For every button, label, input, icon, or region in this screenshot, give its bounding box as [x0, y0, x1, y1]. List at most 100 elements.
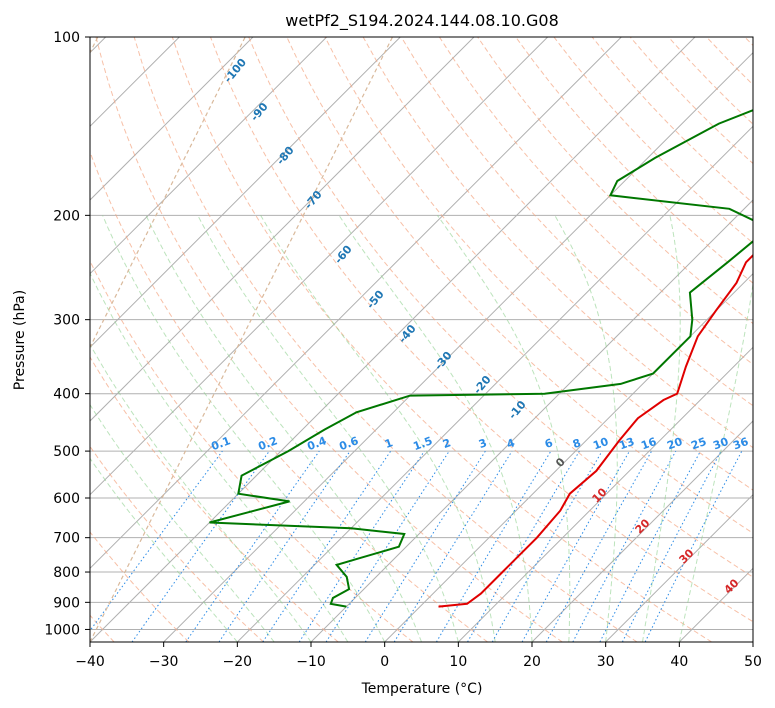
isotherm: [384, 272, 753, 642]
x-tick-label: 40: [670, 654, 688, 670]
mixing-ratio-label: 2: [441, 436, 453, 451]
x-tick-label: −30: [149, 654, 179, 670]
y-tick-label: 500: [53, 444, 80, 460]
moist-adiabat-label: 10: [590, 485, 610, 505]
dry-adiabat-label: -80: [274, 144, 297, 168]
y-tick-label: 400: [53, 387, 80, 403]
y-axis-ticks: 100 200 300 400 500 600 700 800 900 1000: [44, 30, 90, 638]
mixing-ratio-line: [131, 450, 270, 642]
x-tick-label: 50: [744, 654, 762, 670]
series-line-0: [438, 253, 753, 608]
mixing-ratio-line: [298, 450, 425, 642]
isotherm: [90, 37, 254, 201]
mixing-ratio-line: [185, 450, 320, 642]
x-tick-label: 10: [449, 654, 467, 670]
dry-adiabat-label: -70: [302, 188, 325, 212]
dry-adiabat: [438, 37, 753, 366]
mixing-ratio-line: [572, 450, 677, 642]
mixing-ratio-label: 16: [639, 435, 658, 453]
x-tick-label: 30: [597, 654, 615, 670]
mixing-ratio-label: 25: [689, 435, 708, 452]
isotherm: [90, 37, 696, 642]
x-axis-label: Temperature (°C): [361, 681, 483, 697]
chart-title: wetPf2_S194.2024.144.08.10.G08: [285, 11, 559, 31]
series-line-1: [209, 109, 753, 608]
mixing-ratio-label: 13: [617, 435, 636, 452]
dry-adiabat: [400, 37, 753, 407]
dry-adiabat-label: -10: [506, 398, 529, 422]
mixing-ratio-label: 1: [383, 436, 395, 451]
plot-frame: [89, 36, 754, 643]
moist-adiabat: [197, 215, 459, 642]
mixing-ratio-label: 36: [731, 435, 750, 453]
y-tick-label: 1000: [44, 622, 80, 638]
moist-adiabat-label: 30: [677, 546, 697, 566]
isotherm: [90, 37, 328, 275]
mixing-ratio-label: 0.1: [209, 434, 232, 453]
x-tick-label: −20: [223, 654, 253, 670]
mixing-ratio-label: 6: [543, 436, 555, 451]
y-tick-label: 300: [53, 313, 80, 329]
dry-adiabat: [90, 150, 488, 642]
dry-adiabat: [515, 37, 753, 284]
mixing-ratio-line: [621, 450, 722, 642]
dry-adiabat: [744, 37, 753, 47]
mixing-ratio-line: [325, 450, 450, 642]
y-axis-label: Pressure (hPa): [12, 290, 28, 390]
mixing-ratio-line: [521, 450, 630, 642]
x-tick-label: −40: [75, 654, 105, 670]
moist-adiabat: [260, 215, 496, 642]
dry-adiabat-label: -90: [248, 100, 271, 124]
moist-adiabat-label: 40: [722, 576, 742, 596]
mixing-ratio-label: 0.4: [305, 434, 328, 453]
mixing-ratio-line: [90, 450, 223, 632]
dry-adiabat-label: -100: [221, 56, 249, 86]
dry-adiabat: [171, 37, 712, 642]
x-tick-label: −10: [296, 654, 326, 670]
background-lines: [90, 37, 753, 642]
dry-adiabat: [133, 37, 638, 642]
isotherm: [90, 37, 549, 496]
isotherm: [752, 641, 753, 642]
moist-adiabat: [102, 215, 386, 642]
y-tick-label: 700: [53, 531, 80, 547]
dry-adiabat: [553, 37, 753, 244]
dry-adiabat: [248, 37, 753, 578]
moist-adiabat: [554, 215, 618, 642]
x-tick-label: 20: [523, 654, 541, 670]
mixing-ratio-label: 4: [505, 436, 517, 451]
mixing-ratio-label: 30: [711, 435, 730, 453]
moist-adiabat: [90, 343, 312, 642]
mixing-ratio-label: 20: [665, 435, 684, 453]
moist-adiabat: [90, 457, 238, 642]
moist-adiabat: [90, 403, 275, 642]
moist-adiabat: [678, 281, 753, 642]
y-tick-label: 900: [53, 595, 80, 611]
mixing-ratio-label: 3: [477, 436, 489, 451]
dry-adiabat: [90, 445, 264, 642]
moist-adiabat: [145, 215, 422, 642]
moist-adiabat-label: 0: [553, 455, 568, 470]
dry-adiabat-label: -30: [432, 349, 455, 373]
mixing-ratio-line: [393, 450, 513, 642]
isotherm: [90, 37, 475, 422]
mixing-ratio-line: [599, 450, 701, 642]
y-tick-label: 100: [53, 30, 80, 46]
y-tick-label: 200: [53, 208, 80, 224]
moist-adiabat: [642, 215, 681, 642]
isotherm: [531, 420, 753, 642]
data-lines: [209, 109, 753, 608]
mixing-ratio-line: [218, 450, 351, 642]
dry-adiabat: [706, 37, 753, 86]
mixing-ratio-line: [435, 450, 552, 642]
moist-adiabat: [338, 215, 533, 642]
dry-adiabat: [95, 37, 563, 642]
dry-adiabat: [90, 531, 190, 642]
mixing-ratio-line: [262, 450, 392, 642]
mixing-ratio-line: [644, 450, 743, 642]
mixing-ratio-label: 10: [591, 435, 610, 453]
mixing-ratio-label: 0.6: [337, 434, 360, 453]
isotherm: [678, 567, 753, 642]
isotherm: [457, 346, 753, 642]
